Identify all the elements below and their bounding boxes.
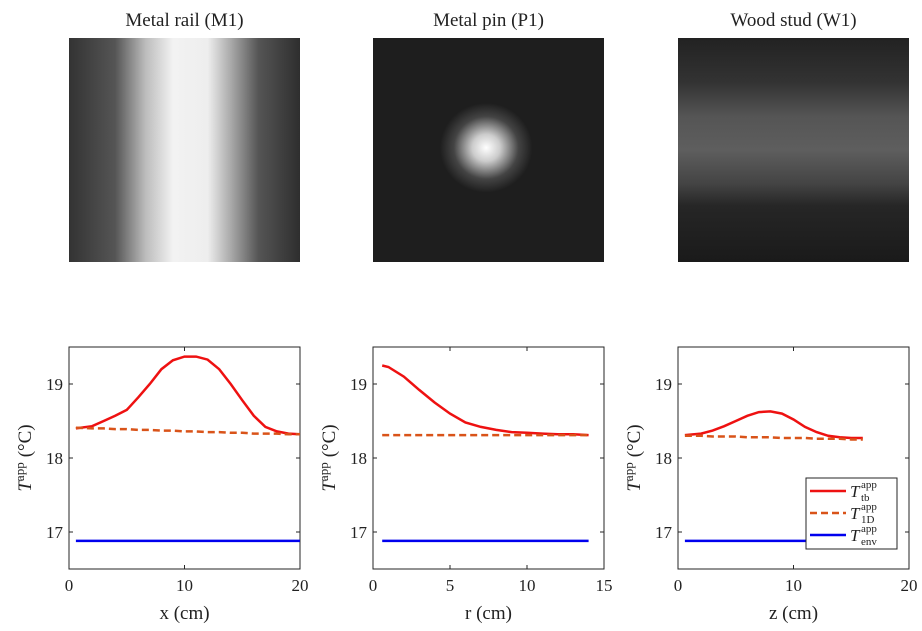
x-tick-label: 0	[65, 576, 74, 595]
x-axis-label: x (cm)	[159, 603, 209, 624]
thermal-image	[69, 38, 300, 262]
y-label-unit: (°C)	[624, 424, 645, 457]
y-tick-label: 19	[46, 375, 63, 394]
series-line	[684, 434, 863, 441]
x-tick-label: 0	[369, 576, 378, 595]
legend-sup: app	[861, 479, 877, 491]
y-label-sup: app	[316, 462, 331, 481]
y-axis-label: Tapp (°C)	[316, 424, 340, 491]
y-tick-label: 18	[655, 449, 672, 468]
x-tick-label: 20	[901, 576, 918, 595]
x-axis-label: r (cm)	[465, 603, 512, 624]
legend-label: T	[850, 482, 861, 501]
image-title: Metal rail (M1)	[125, 10, 243, 31]
y-label-sup: app	[12, 462, 27, 481]
y-tick-label: 19	[350, 375, 367, 394]
x-tick-label: 15	[596, 576, 613, 595]
series-line	[684, 410, 863, 440]
y-axis-label: Tapp (°C)	[12, 424, 36, 491]
y-label-symbol: T	[15, 480, 36, 492]
x-tick-label: 20	[292, 576, 309, 595]
y-label-unit: (°C)	[15, 424, 36, 457]
legend-sup: app	[861, 523, 877, 535]
y-label-sup: app	[621, 462, 636, 481]
series-line	[75, 426, 300, 436]
legend-sup: app	[861, 501, 877, 513]
plot-area	[68, 346, 301, 570]
y-tick-label: 18	[46, 449, 63, 468]
legend-sub: env	[861, 536, 877, 548]
x-tick-label: 10	[519, 576, 536, 595]
thermal-image	[373, 38, 604, 262]
y-tick-label: 17	[46, 523, 64, 542]
x-tick-label: 10	[785, 576, 802, 595]
y-tick-label: 19	[655, 375, 672, 394]
x-tick-label: 5	[446, 576, 455, 595]
y-axis-label: Tapp (°C)	[621, 424, 645, 491]
legend-label: T	[850, 504, 861, 523]
x-tick-label: 10	[176, 576, 193, 595]
thermal-image	[678, 38, 909, 262]
y-label-symbol: T	[624, 480, 645, 492]
y-tick-label: 18	[350, 449, 367, 468]
y-tick-label: 17	[655, 523, 673, 542]
y-label-unit: (°C)	[319, 424, 340, 457]
image-title: Metal pin (P1)	[433, 10, 544, 31]
legend-label: T	[850, 526, 861, 545]
legend-sub: 1D	[861, 514, 875, 526]
image-title: Wood stud (W1)	[730, 10, 856, 31]
x-tick-label: 0	[674, 576, 683, 595]
series-line	[75, 355, 301, 436]
legend-sub: tb	[861, 492, 870, 504]
x-axis-label: z (cm)	[769, 603, 818, 624]
y-label-symbol: T	[319, 480, 340, 492]
y-tick-label: 17	[350, 523, 368, 542]
